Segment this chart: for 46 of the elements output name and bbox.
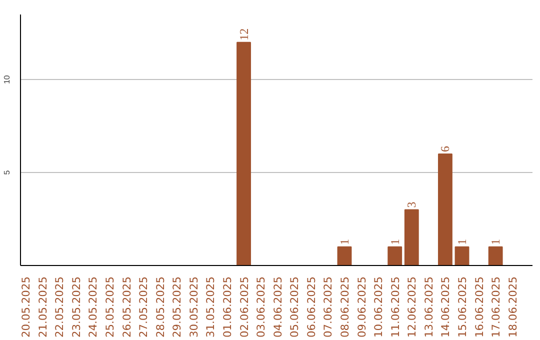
data-label: 1 — [488, 238, 503, 245]
data-label: 3 — [404, 202, 419, 208]
bar — [388, 246, 402, 266]
x-tick-label: 27.05.2025 — [137, 276, 150, 338]
bar — [236, 42, 251, 266]
data-label: 6 — [438, 146, 452, 152]
x-tick-label: 24.05.2025 — [86, 276, 100, 338]
y-tick-label: 5 — [2, 170, 12, 175]
x-tick-label: 26.05.2025 — [120, 276, 134, 338]
bar — [488, 246, 503, 266]
x-tick-label: 07.06.2025 — [322, 276, 335, 338]
y-tick-label: 10 — [2, 74, 12, 84]
x-tick-label: 06.06.2025 — [304, 276, 318, 338]
data-label: 1 — [454, 238, 469, 245]
x-tick-label: 14.06.2025 — [439, 276, 452, 338]
bar — [404, 209, 419, 266]
x-tick-label: 03.06.2025 — [254, 276, 268, 338]
x-tick-label: 30.05.2025 — [187, 276, 200, 338]
x-tick-label: 08.06.2025 — [338, 276, 352, 338]
x-tick-label: 25.05.2025 — [103, 276, 116, 338]
x-tick-label: 16.06.2025 — [472, 276, 486, 338]
bar — [438, 153, 452, 266]
x-tick-label: 05.06.2025 — [288, 276, 302, 338]
data-label: 1 — [337, 238, 352, 245]
x-tick-label: 15.06.2025 — [456, 276, 469, 338]
x-tick-label: 22.05.2025 — [53, 276, 66, 338]
x-tick-label: 29.05.2025 — [170, 276, 184, 338]
x-tick-label: 28.05.2025 — [154, 276, 167, 338]
bar — [454, 246, 470, 266]
data-label: 1 — [388, 238, 402, 245]
x-tick-label: 31.05.2025 — [204, 276, 218, 338]
x-tick-label: 21.05.2025 — [36, 276, 50, 338]
x-tick-label: 04.06.2025 — [271, 276, 284, 338]
x-tick-label: 02.06.2025 — [238, 276, 251, 338]
x-tick-label: 17.06.2025 — [490, 276, 503, 338]
data-label: 12 — [236, 28, 251, 40]
bar — [337, 246, 352, 266]
x-tick-label: 18.06.2025 — [506, 276, 520, 338]
x-tick-label: 13.06.2025 — [422, 276, 436, 338]
x-tick-label: 23.05.2025 — [70, 276, 83, 338]
x-tick-label: 11.06.2025 — [388, 276, 402, 338]
x-tick-label: 20.05.2025 — [20, 276, 33, 338]
x-tick-label: 12.06.2025 — [406, 276, 419, 338]
x-tick-label: 01.06.2025 — [220, 276, 234, 338]
x-tick-label: 10.06.2025 — [372, 276, 386, 338]
x-tick-label: 09.06.2025 — [355, 276, 368, 338]
